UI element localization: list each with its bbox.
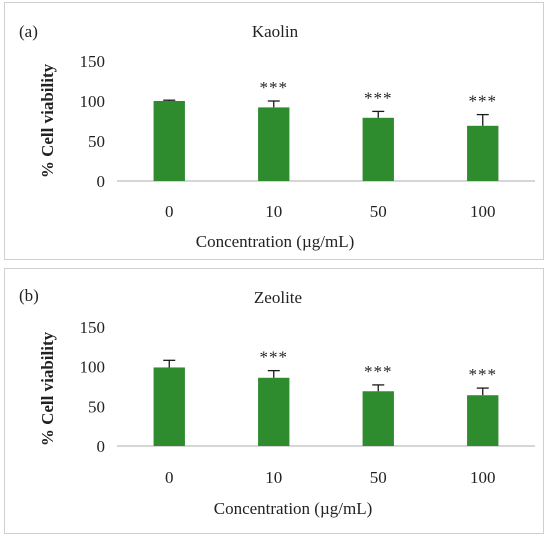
bar: [258, 107, 290, 181]
y-tick-label: 100: [80, 358, 106, 377]
significance-label: ***: [469, 365, 498, 384]
chart-panel-kaolin: (a) Kaolin % Cell viability Concentratio…: [4, 2, 544, 260]
bar: [362, 391, 394, 446]
plot-area: 0 50 100 150 0 *** 10 *** 50 *** 100: [80, 318, 535, 487]
bar: [153, 101, 185, 181]
chart-zeolite: (b) Zeolite % Cell viability Concentrati…: [19, 286, 535, 518]
y-tick-label: 150: [80, 52, 106, 71]
y-tick-label: 100: [80, 92, 106, 111]
chart-title: Zeolite: [254, 288, 302, 307]
bar: [467, 395, 499, 446]
chart-title: Kaolin: [252, 22, 299, 41]
x-tick-label: 10: [265, 468, 282, 487]
x-axis-label: Concentration (µg/mL): [214, 499, 373, 518]
y-axis-label: % Cell viability: [38, 331, 57, 446]
significance-label: ***: [364, 362, 393, 381]
plot-area: 0 50 100 150 0 *** 10 *** 50 *** 100: [80, 52, 535, 221]
significance-label: ***: [469, 92, 498, 111]
y-axis-label: % Cell viability: [38, 63, 57, 178]
significance-label: ***: [364, 88, 393, 107]
panel-label: (a): [19, 22, 38, 41]
x-tick-label: 50: [370, 468, 387, 487]
chart-panel-zeolite: (b) Zeolite % Cell viability Concentrati…: [4, 268, 544, 534]
chart-kaolin: (a) Kaolin % Cell viability Concentratio…: [19, 22, 535, 251]
x-tick-label: 10: [265, 202, 282, 221]
bar: [362, 117, 394, 181]
significance-label: ***: [260, 348, 289, 367]
bar: [467, 125, 499, 181]
y-tick-label: 0: [97, 172, 106, 191]
x-tick-label: 0: [165, 202, 174, 221]
y-tick-label: 50: [88, 132, 105, 151]
panel-label: (b): [19, 286, 39, 305]
y-tick-label: 50: [88, 397, 105, 416]
x-tick-label: 100: [470, 202, 496, 221]
x-tick-label: 100: [470, 468, 496, 487]
significance-label: ***: [260, 78, 289, 97]
x-tick-label: 50: [370, 202, 387, 221]
bar: [153, 367, 185, 446]
x-tick-label: 0: [165, 468, 174, 487]
y-tick-label: 150: [80, 318, 106, 337]
y-tick-label: 0: [97, 437, 106, 456]
bar: [258, 377, 290, 446]
x-axis-label: Concentration (µg/mL): [196, 232, 355, 251]
